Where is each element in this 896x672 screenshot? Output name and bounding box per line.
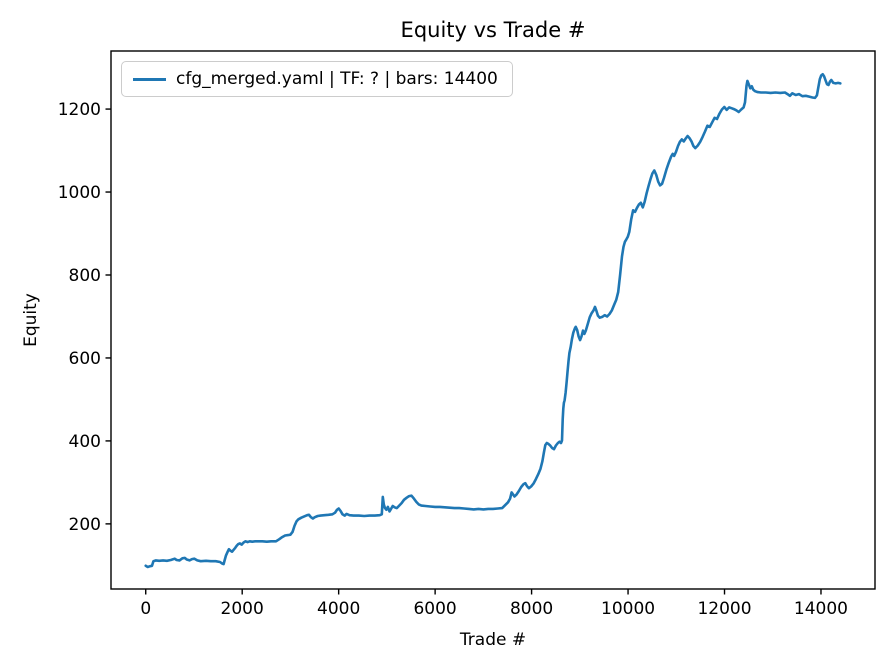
axis-ticks [105,108,822,595]
y-tick-label: 800 [69,266,101,286]
x-tick-label: 6000 [413,599,456,619]
axis-tick-labels: 0 2000 4000 6000 8000 10000 12000 14000 200 400 60… [58,100,848,619]
y-tick-label: 600 [69,349,101,369]
x-tick-label: 10000 [601,599,655,619]
x-axis-label: Trade # [459,630,527,650]
chart-title: Equity vs Trade # [400,18,586,42]
y-tick-label: 1200 [58,100,101,120]
axes-frame [110,50,876,590]
equity-line-series [144,72,842,569]
x-tick-label: 4000 [317,599,360,619]
x-tick-label: 12000 [697,599,751,619]
x-tick-label: 2000 [221,599,264,619]
x-tick-label: 8000 [510,599,553,619]
y-tick-label: 1000 [58,183,101,203]
x-tick-label: 14000 [794,599,848,619]
y-tick-label: 400 [69,432,101,452]
legend-line-sample [133,77,166,81]
y-axis-label: Equity [21,293,41,347]
legend: cfg_merged.yaml | TF: ? | bars: 14400 [121,61,513,97]
x-tick-label: 0 [140,599,151,619]
legend-label: cfg_merged.yaml | TF: ? | bars: 14400 [176,69,498,89]
y-tick-label: 200 [69,515,101,535]
